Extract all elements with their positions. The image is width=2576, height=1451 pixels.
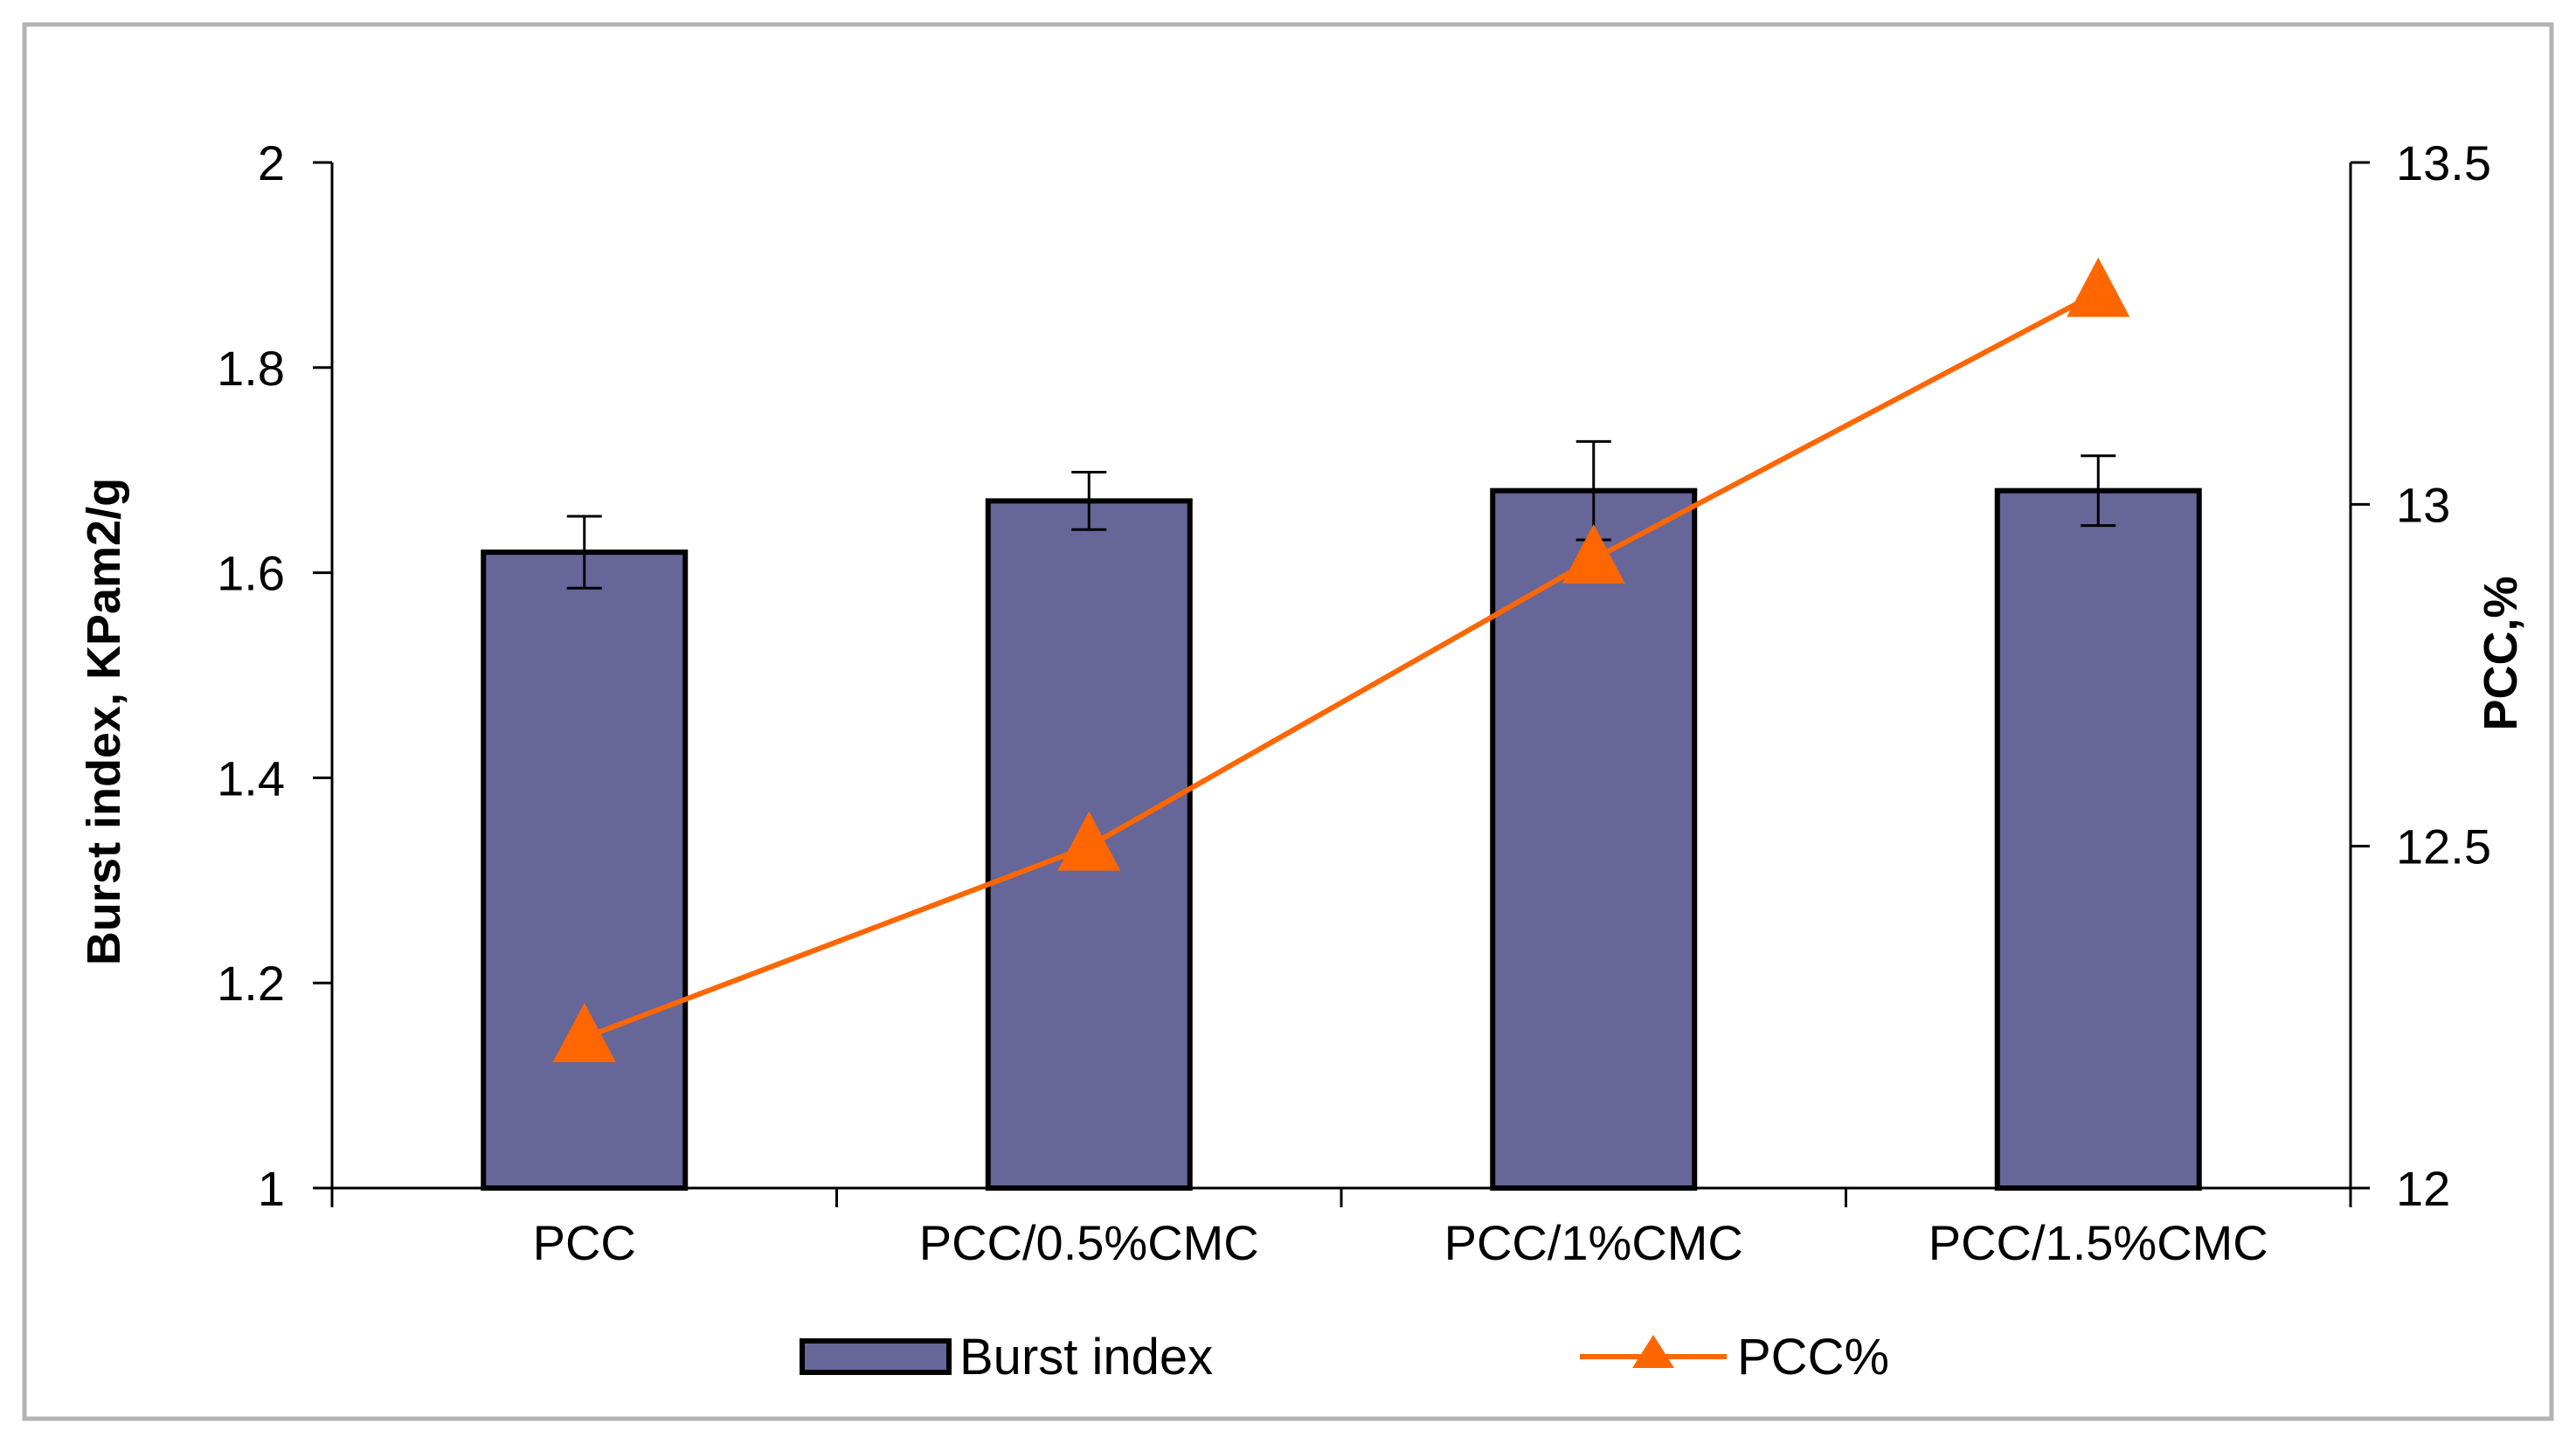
point-pcc-triangle <box>1057 811 1121 871</box>
legend-swatch-burst-index <box>800 1338 952 1375</box>
y-tick-label: 1.8 <box>217 341 285 396</box>
bar-burst-index <box>1994 487 2202 1191</box>
bar-burst-index <box>1490 487 1698 1191</box>
x-tick-label: PCC/1.5%CMC <box>1929 1215 2268 1270</box>
error-bar <box>566 515 602 590</box>
y-tick-label: 1.6 <box>217 546 285 601</box>
y-tick-label: 2 <box>258 135 285 190</box>
bar-series <box>481 487 2202 1191</box>
error-bar <box>1071 471 1107 531</box>
bar-burst-index <box>481 549 689 1191</box>
y2-tick-label: 13 <box>2396 477 2450 532</box>
y2-axis-title: PCC,% <box>2475 576 2527 730</box>
legend-marker-triangle <box>1632 1335 1674 1368</box>
error-bars <box>566 439 2116 590</box>
legend-label-pcc: PCC% <box>1737 1329 1889 1385</box>
point-pcc-triangle <box>1562 523 1625 584</box>
legend: Burst index PCC% <box>800 1329 1889 1385</box>
x-tick-label: PCC/0.5%CMC <box>919 1215 1259 1270</box>
x-tick-label: PCC <box>533 1215 636 1270</box>
x-tick-label: PCC/1%CMC <box>1444 1215 1743 1270</box>
tick-labels: 1 1.2 1.4 1.6 1.8 2 12 12.5 13 13.5 PCC PCC/0.5%CMC… <box>217 135 2491 1270</box>
y-tick-label: 1 <box>258 1161 285 1216</box>
y-axis-title: Burst index, KPam2/g <box>78 478 130 965</box>
line-series <box>552 257 2130 1062</box>
y2-tick-label: 13.5 <box>2396 135 2491 190</box>
y-tick-label: 1.4 <box>217 750 285 805</box>
y-tick-label: 1.2 <box>217 956 285 1011</box>
point-pcc-triangle <box>552 1002 616 1062</box>
point-pcc-triangle <box>2067 257 2130 317</box>
y2-tick-label: 12.5 <box>2396 819 2491 874</box>
y2-tick-label: 12 <box>2396 1161 2450 1216</box>
line-pcc <box>583 290 2100 1040</box>
error-bar <box>2081 454 2116 528</box>
legend-label-burst-index: Burst index <box>959 1329 1213 1385</box>
